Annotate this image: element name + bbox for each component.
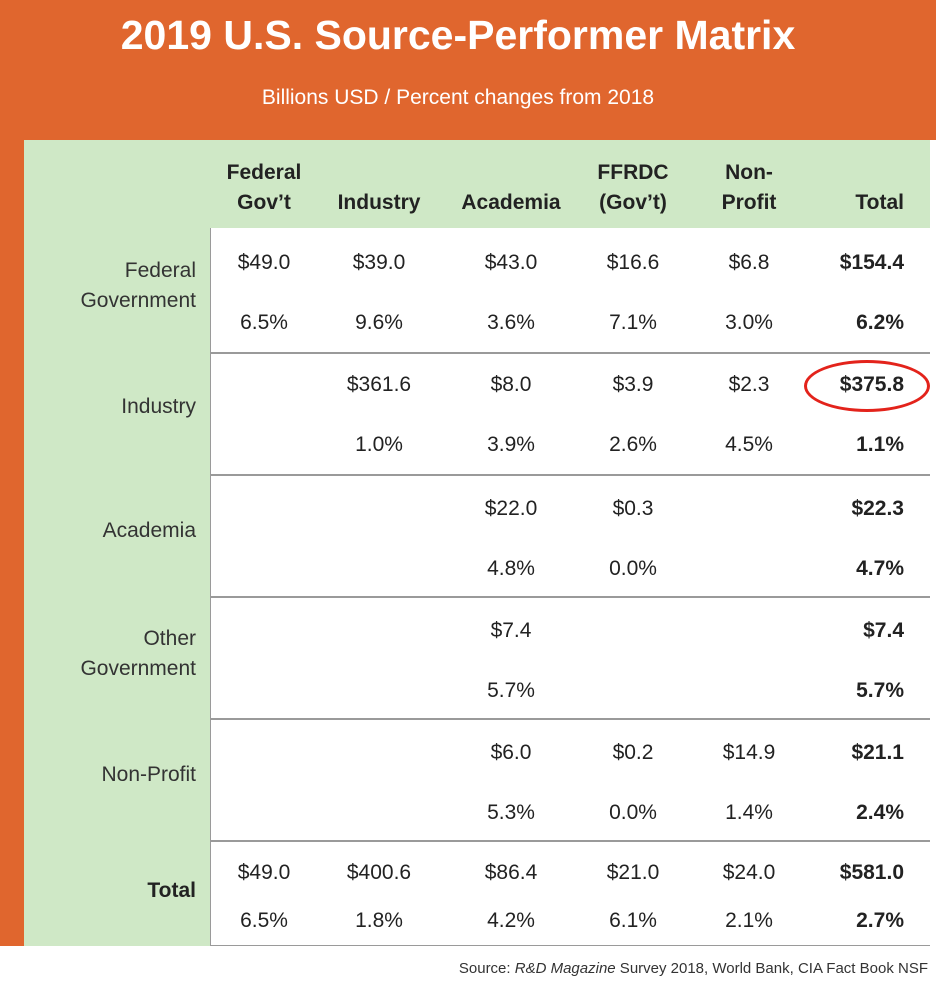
- table-cell-value: $22.0: [484, 497, 538, 520]
- row-separator: [210, 718, 930, 720]
- table-cell-total-value: $22.3: [851, 497, 904, 520]
- table-cell-value: $21.0: [606, 861, 660, 884]
- table-cell-change: 2.1%: [725, 909, 773, 932]
- row-separator: [210, 352, 930, 354]
- matrix-table: [210, 228, 930, 946]
- row-label: Federal Government: [80, 259, 196, 312]
- table-cell-value: $49.0: [237, 251, 291, 274]
- table-cell-total-change: 2.7%: [856, 909, 904, 932]
- table-cell-change: 4.5%: [725, 433, 773, 456]
- table-cell-change: 1.8%: [355, 909, 403, 932]
- table-cell-total-value: $21.1: [851, 741, 904, 764]
- table-cell-change: 0.0%: [609, 557, 657, 580]
- table-cell-value: $0.3: [612, 497, 654, 520]
- column-header-strip: [24, 140, 930, 228]
- table-cell-change: 3.9%: [487, 433, 535, 456]
- table-cell-change: 1.0%: [355, 433, 403, 456]
- row-label: Total: [147, 879, 196, 902]
- table-cell-value: $6.0: [490, 741, 532, 764]
- table-cell-value: $43.0: [484, 251, 538, 274]
- table-cell-change: 6.5%: [240, 909, 288, 932]
- column-header: Academia: [461, 191, 561, 214]
- table-cell-value: $0.2: [612, 741, 654, 764]
- table-cell-value: $7.4: [490, 619, 532, 642]
- side-accent-bar: [0, 140, 24, 946]
- table-cell-value: $39.0: [352, 251, 406, 274]
- row-separator: [210, 596, 930, 598]
- table-cell-change: 7.1%: [609, 311, 657, 334]
- table-cell-change: 9.6%: [355, 311, 403, 334]
- table-cell-change: 4.8%: [487, 557, 535, 580]
- row-label: Non-Profit: [101, 763, 196, 786]
- row-label: Academia: [102, 519, 196, 542]
- table-cell-total-change: 5.7%: [856, 679, 904, 702]
- table-cell-value: $24.0: [722, 861, 776, 884]
- table-cell-value: $6.8: [728, 251, 770, 274]
- page-title: 2019 U.S. Source-Performer Matrix: [120, 12, 796, 58]
- row-label: Other Government: [80, 627, 196, 680]
- table-cell-change: 1.4%: [725, 801, 773, 824]
- table-cell-total-value: $154.4: [839, 251, 904, 274]
- page-subtitle: Billions USD / Percent changes from 2018: [261, 86, 655, 109]
- table-cell-change: 3.6%: [487, 311, 535, 334]
- column-header: Industry: [337, 191, 421, 214]
- table-cell-change: 5.3%: [487, 801, 535, 824]
- table-cell-change: 5.7%: [487, 679, 535, 702]
- table-cell-value: $3.9: [612, 373, 654, 396]
- table-cell-change: 6.1%: [609, 909, 657, 932]
- row-label: Industry: [121, 395, 196, 418]
- table-cell-value: $14.9: [722, 741, 776, 764]
- column-header: Non- Profit: [721, 161, 777, 214]
- table-cell-change: 0.0%: [609, 801, 657, 824]
- table-cell-total-value: $581.0: [839, 861, 904, 884]
- table-cell-total-change: 1.1%: [856, 433, 904, 456]
- table-cell-value: $2.3: [728, 373, 770, 396]
- table-cell-total-change: 2.4%: [856, 801, 904, 824]
- row-separator: [210, 474, 930, 476]
- row-separator: [210, 840, 930, 842]
- table-cell-value: $16.6: [606, 251, 660, 274]
- table-cell-value: $400.6: [346, 861, 412, 884]
- header-banner: 2019 U.S. Source-Performer Matrix Billio…: [0, 0, 936, 140]
- column-header: FFRDC (Gov’t): [597, 161, 669, 214]
- table-cell-change: 6.5%: [240, 311, 288, 334]
- table-cell-value: $86.4: [484, 861, 538, 884]
- row-label-column: [24, 228, 210, 946]
- table-cell-total-value: $7.4: [863, 619, 904, 642]
- table-cell-value: $8.0: [490, 373, 532, 396]
- table-cell-value: $49.0: [237, 861, 291, 884]
- table-cell-change: 3.0%: [725, 311, 773, 334]
- table-cell-change: 2.6%: [609, 433, 657, 456]
- table-cell-change: 4.2%: [487, 909, 535, 932]
- column-header: Federal Gov’t: [226, 161, 302, 214]
- highlight-circle: [804, 360, 930, 412]
- table-cell-value: $361.6: [346, 373, 412, 396]
- column-header-total: Total: [855, 191, 904, 214]
- table-cell-total-change: 4.7%: [856, 557, 904, 580]
- source-note: Source: R&D Magazine Survey 2018, World …: [458, 960, 928, 977]
- table-cell-total-change: 6.2%: [856, 311, 904, 334]
